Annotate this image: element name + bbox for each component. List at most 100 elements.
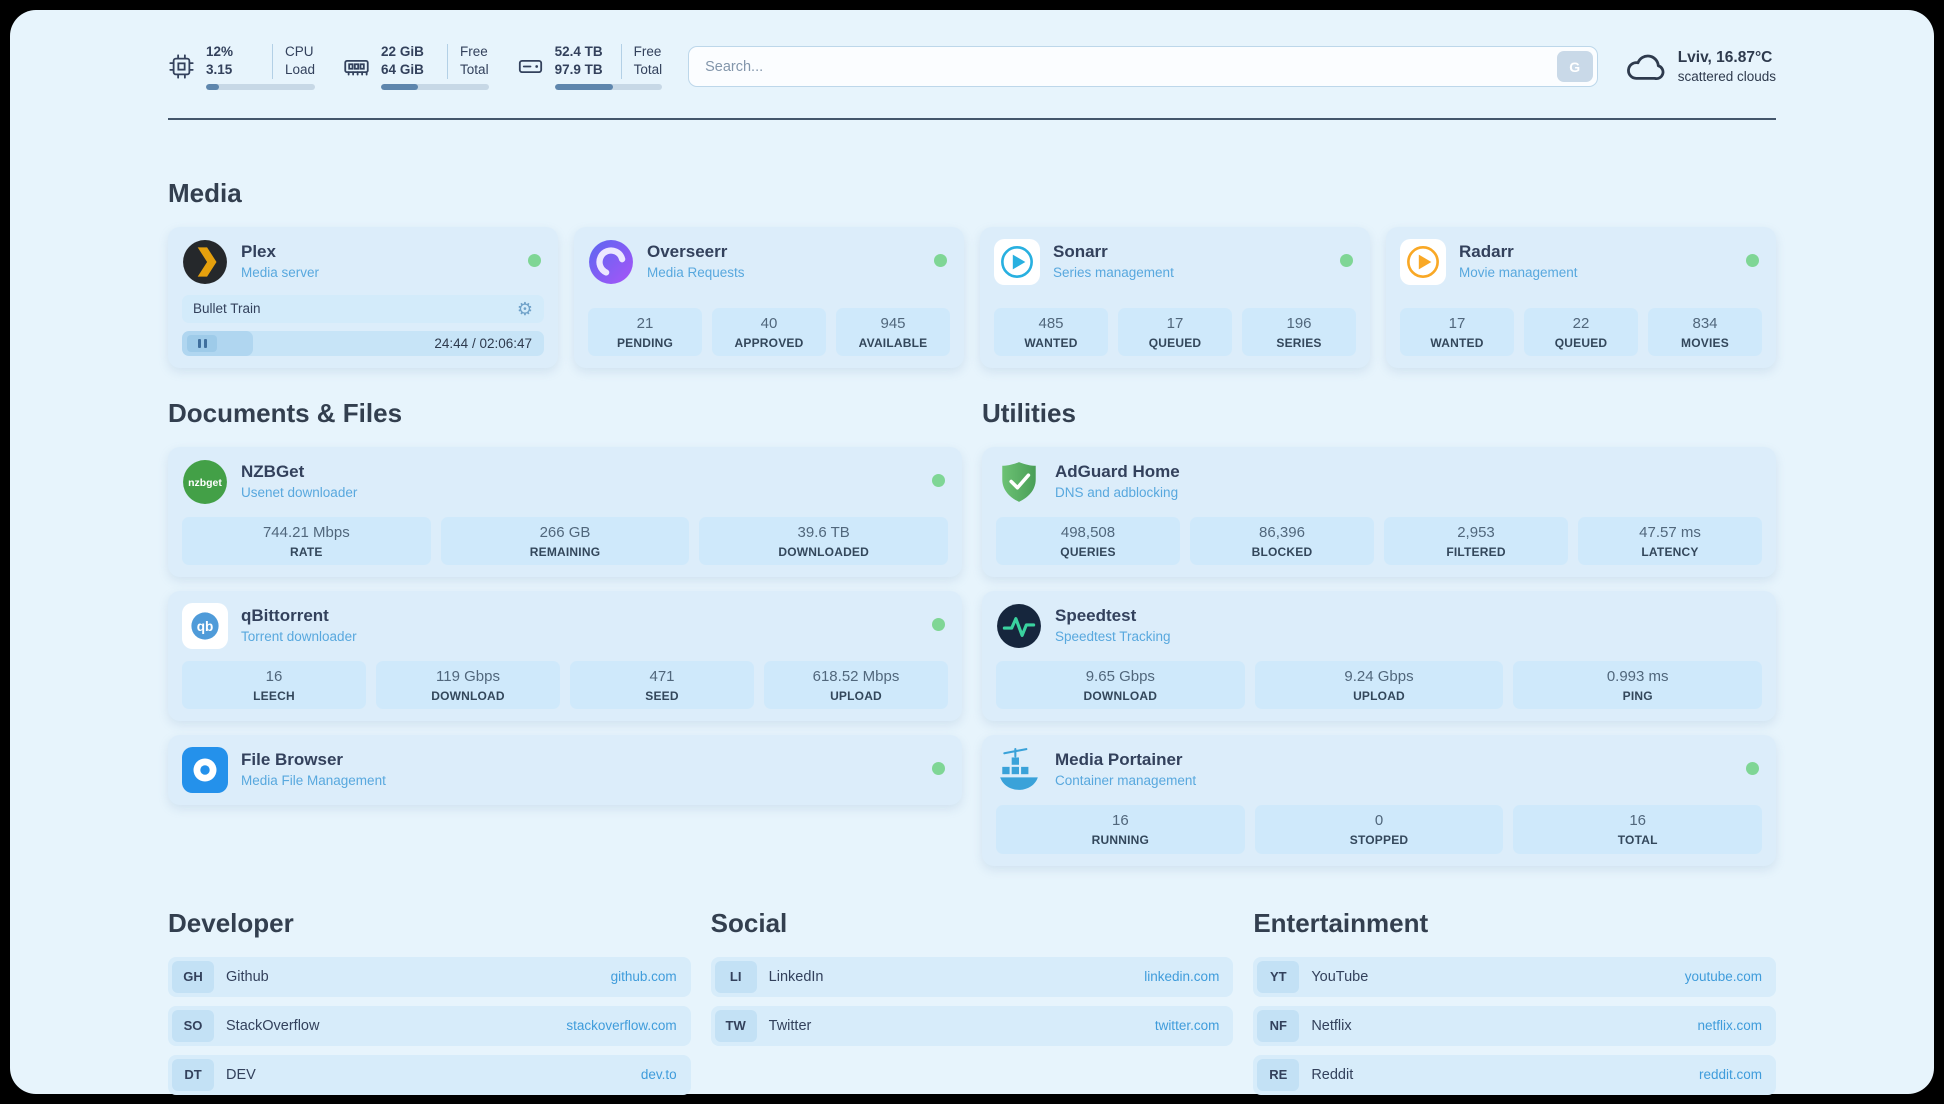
disk-progress-bar [554,83,663,90]
bookmark-youtube[interactable]: YT YouTube youtube.com [1253,956,1776,997]
stat-remaining: 266 GB REMAINING [440,517,690,566]
developer-section-title: Developer [168,907,294,938]
status-dot [932,762,945,776]
playback-progress-bar[interactable]: 24:44 / 02:06:47 [182,330,544,356]
filebrowser-card[interactable]: File Browser Media File Management [168,735,962,806]
app-subtitle: Usenet downloader [241,485,358,501]
filebrowser-icon [182,747,228,794]
bookmark-url[interactable]: linkedin.com [1144,969,1220,985]
bookmark-dev[interactable]: DT DEV dev.to [168,1054,691,1095]
stat-value: 266 GB [539,524,591,542]
svg-text:nzbget: nzbget [188,478,222,489]
top-bar: 12% 3.15 CPU Load [168,44,1776,90]
bookmark-reddit[interactable]: RE Reddit reddit.com [1253,1054,1776,1095]
nzbget-header: nzbget NZBGet Usenet downloader [182,459,948,505]
stat-download: 9.65 Gbps DOWNLOAD [996,661,1245,710]
weather-condition: scattered clouds [1677,69,1776,85]
svg-text:qb: qb [197,619,214,634]
stat-label: APPROVED [734,335,804,350]
cpu-progress-bar [206,83,316,90]
portainer-card[interactable]: Media Portainer Container management 16 … [982,735,1776,866]
speedtest-icon [996,603,1042,649]
bookmark-url[interactable]: reddit.com [1698,1067,1762,1083]
reddit-icon: RE [1257,1058,1300,1091]
bookmark-twitter[interactable]: TW Twitter twitter.com [710,1005,1234,1046]
now-playing-title: Bullet Train [193,301,261,317]
overseerr-card[interactable]: Overseerr Media Requests 21 PENDING 40 A… [574,226,964,368]
stat-label: STOPPED [1349,833,1409,848]
search-engine-button[interactable]: G [1556,51,1593,83]
stat-label: RATE [290,544,323,559]
adguard-card[interactable]: AdGuard Home DNS and adblocking 498,508 … [982,447,1776,578]
stat-value: 119 Gbps [436,668,500,686]
header-divider [168,117,1776,120]
bookmark-url[interactable]: youtube.com [1684,969,1762,985]
entertainment-bookmarks: Entertainment YT YouTube youtube.com NF … [1253,908,1776,1104]
pause-icon[interactable] [187,334,217,352]
weather-location: Lviv, 16.87°C [1677,49,1773,67]
app-subtitle: Series management [1053,264,1174,280]
status-dot [1746,762,1759,776]
stat-label: DOWNLOAD [431,689,505,704]
middle-columns: Documents & Files nzbget NZBGet Usenet d… [168,398,1776,866]
nzbget-stats: 744.21 Mbps RATE 266 GB REMAINING 39.6 T… [182,505,949,566]
stat-queries: 498,508 QUERIES [996,517,1180,566]
qbittorrent-card[interactable]: qb qBittorrent Torrent downloader 16 LEE… [168,591,962,722]
app-subtitle: Speedtest Tracking [1055,629,1171,645]
sonarr-card[interactable]: Sonarr Series management 485 WANTED 17 Q… [980,226,1370,368]
bookmark-url[interactable]: github.com [610,969,677,985]
stat-latency: 47.57 ms LATENCY [1578,517,1762,566]
sonarr-icon [994,238,1040,285]
app-name: Radarr [1459,241,1514,261]
stat-label: QUEUED [1554,335,1608,350]
plex-card[interactable]: Plex Media server Bullet Train ⚙ 24:44 /… [168,226,558,368]
portainer-stats: 16 RUNNING 0 STOPPED 16 TOTAL [996,793,1763,854]
stat-value: 16 [1629,812,1647,830]
gear-icon[interactable]: ⚙ [516,298,533,319]
app-subtitle: Movie management [1459,264,1578,280]
radarr-card[interactable]: Radarr Movie management 17 WANTED 22 QUE… [1386,226,1776,368]
bookmark-github[interactable]: GH Github github.com [168,956,691,997]
bookmark-linkedin[interactable]: LI LinkedIn linkedin.com [710,956,1234,997]
disk-total-value: 97.9 TB [554,61,603,77]
stat-ping: 0.993 ms PING [1513,661,1763,710]
bookmark-url[interactable]: netflix.com [1697,1018,1762,1034]
dev-icon: DT [172,1058,214,1091]
stat-upload: 618.52 Mbps UPLOAD [764,661,948,710]
speedtest-card[interactable]: Speedtest Speedtest Tracking 9.65 Gbps D… [982,591,1776,722]
status-dot [528,253,541,267]
speedtest-stats: 9.65 Gbps DOWNLOAD 9.24 Gbps UPLOAD 0.99… [996,649,1763,710]
bookmark-url[interactable]: dev.to [640,1067,677,1083]
media-section: Media Plex Media server Bullet Train [168,178,1776,368]
stat-value: 0 [1374,812,1384,830]
stat-label: FILTERED [1446,544,1506,559]
nzbget-card[interactable]: nzbget NZBGet Usenet downloader 744.21 M… [168,447,962,578]
cpu-load-value: 3.15 [206,61,233,77]
stat-label: TOTAL [1617,833,1658,848]
twitter-icon: TW [714,1009,757,1042]
stat-label: REMAINING [529,544,601,559]
bookmark-stackoverflow[interactable]: SO StackOverflow stackoverflow.com [168,1005,691,1046]
bookmark-url[interactable]: stackoverflow.com [566,1018,677,1034]
stat-label: WANTED [1430,335,1484,350]
stat-download: 119 Gbps DOWNLOAD [376,661,560,710]
stat-value: 40 [760,314,778,332]
bookmark-url[interactable]: twitter.com [1154,1018,1220,1034]
weather-widget: Lviv, 16.87°C scattered clouds [1624,46,1776,88]
disk-total-label: Total [633,61,663,77]
bookmark-name: Github [226,968,269,985]
bookmarks-area: Developer GH Github github.com SO StackO… [168,908,1776,1104]
ram-icon [343,53,370,80]
stat-label: QUEUED [1148,335,1202,350]
stat-label: DOWNLOAD [1083,689,1158,704]
search-input[interactable] [688,46,1598,88]
playback-time: 24:44 / 02:06:47 [434,335,532,351]
bookmark-name: Twitter [768,1017,812,1034]
sonarr-header: Sonarr Series management [994,238,1356,285]
stat-available: 945 AVAILABLE [836,307,950,356]
stackoverflow-icon: SO [172,1009,214,1042]
bookmark-netflix[interactable]: NF Netflix netflix.com [1253,1005,1776,1046]
status-dot [932,474,945,488]
stat-upload: 9.24 Gbps UPLOAD [1254,661,1504,710]
stat-value: 9.24 Gbps [1344,668,1414,686]
